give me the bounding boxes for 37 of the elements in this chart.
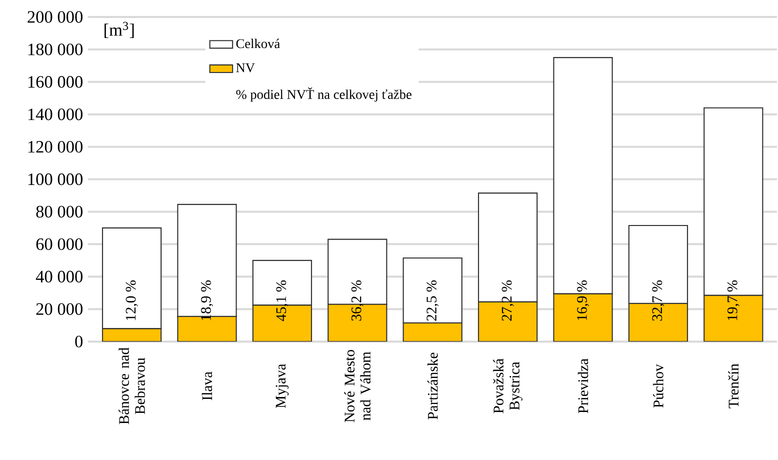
x-tick-label: Partizánske [427,352,438,420]
x-tick-label: Považská Bystrica [493,358,522,414]
annotation: 32,7 % [652,280,664,320]
y-tick-label: 120 000 [28,140,83,152]
y-tick-label: 140 000 [28,108,83,120]
annotation: 27,2 % [502,280,514,321]
x-tick-label: Prievidza [578,358,588,414]
y-tick-label: 0 [75,336,83,348]
y-tick-label: 20 000 [36,303,83,315]
y-tick-label: 200 000 [28,10,83,23]
y-tick-label: 40 000 [36,270,83,282]
annotation: 18,9 % [201,280,213,320]
x-tick-label: Ilava [202,371,212,400]
annotation: % podiel NVŤ na celkovej ťažbe [236,87,412,102]
y-tick-label: 180 000 [28,43,83,56]
bar [403,322,462,342]
x-tick-label: Púchov [653,364,664,408]
y-tick-label: 60 000 [36,238,83,250]
legend-label: Celková [236,38,280,48]
x-tick-label: Nové Mesto nad Váhom [344,350,371,422]
annotation: 16,9 % [577,280,589,320]
annotation: 12,0 % [126,280,138,320]
x-tick-label: Trenčín [728,364,739,408]
y-tick-label: 80 000 [36,206,83,218]
y-tick-label: 100 000 [28,173,83,185]
x-tick-label: Bánovce nad Bebravou [118,347,145,424]
annotation: 22,5 % [426,280,439,321]
y-axis-title: [m$^{3}$] [104,22,134,38]
annotation: 19,7 % [727,280,740,320]
bar [102,328,162,342]
annotation: 45,1 % [276,280,288,321]
annotation: 36,2 % [351,280,364,320]
x-tick-label: Myjava [276,364,289,408]
bar [704,294,764,342]
y-tick-label: 160 000 [28,76,83,88]
bar [554,293,612,342]
legend-label: NV [236,63,255,72]
